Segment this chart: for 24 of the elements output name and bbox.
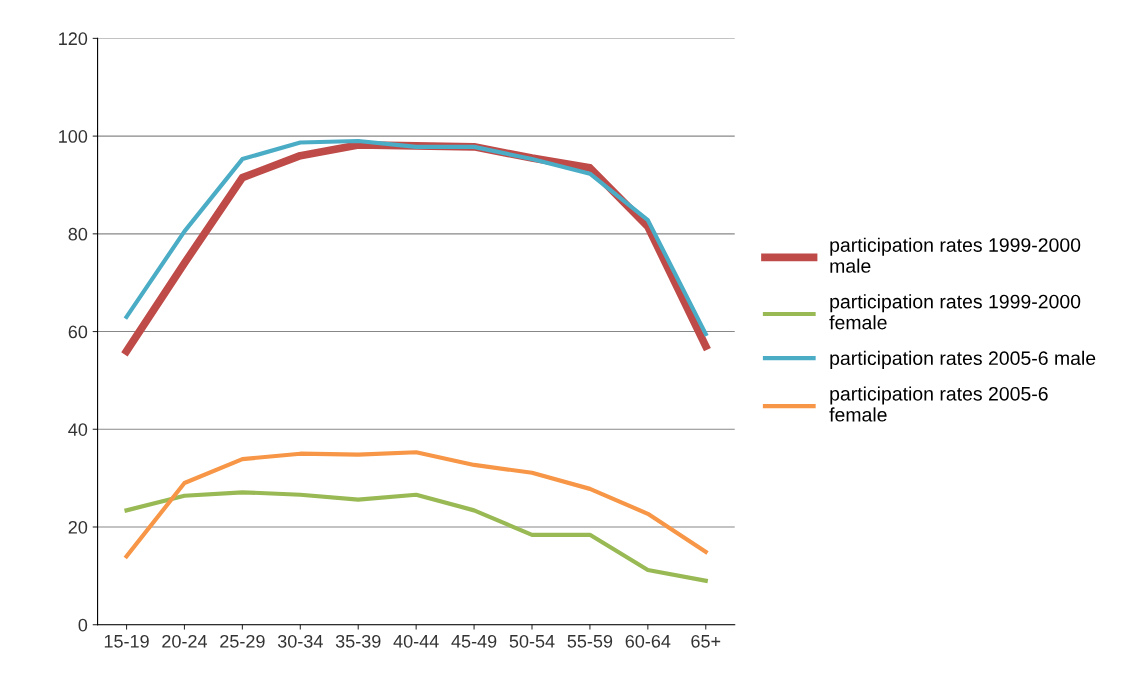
line-series [124,450,708,559]
x-tick-label: 20-24 [162,634,208,648]
line-series [124,490,708,583]
x-tick-label: 50-54 [509,634,555,648]
y-tick-label: 20 [68,520,88,534]
y-tick-label: 60 [68,325,88,339]
y-tick-label: 80 [68,227,88,241]
x-tick-label: 30-34 [277,634,323,648]
x-tick-label: 35-39 [335,634,381,648]
legend-label: participation rates 1999-2000 male [830,237,1081,273]
y-tick-label: 100 [59,130,88,143]
x-tick-label: 55-59 [567,634,613,648]
legend-label: participation rates 1999-2000 female [829,294,1081,330]
y-tick-label: 0 [78,618,88,632]
x-tick-label: 60-64 [625,634,671,648]
y-tick-label: 40 [68,423,88,436]
legend-label: participation rates 2005-6 female [829,386,1048,422]
x-tick-label: 45-49 [451,634,497,648]
x-tick-label: 40-44 [393,634,439,648]
x-tick-label: 15-19 [104,634,149,648]
y-tick-label: 120 [59,32,88,46]
x-tick-label: 25-29 [220,634,265,648]
x-tick-label: 65+ [691,634,721,648]
legend-label: participation rates 2005-6 male [830,350,1096,369]
